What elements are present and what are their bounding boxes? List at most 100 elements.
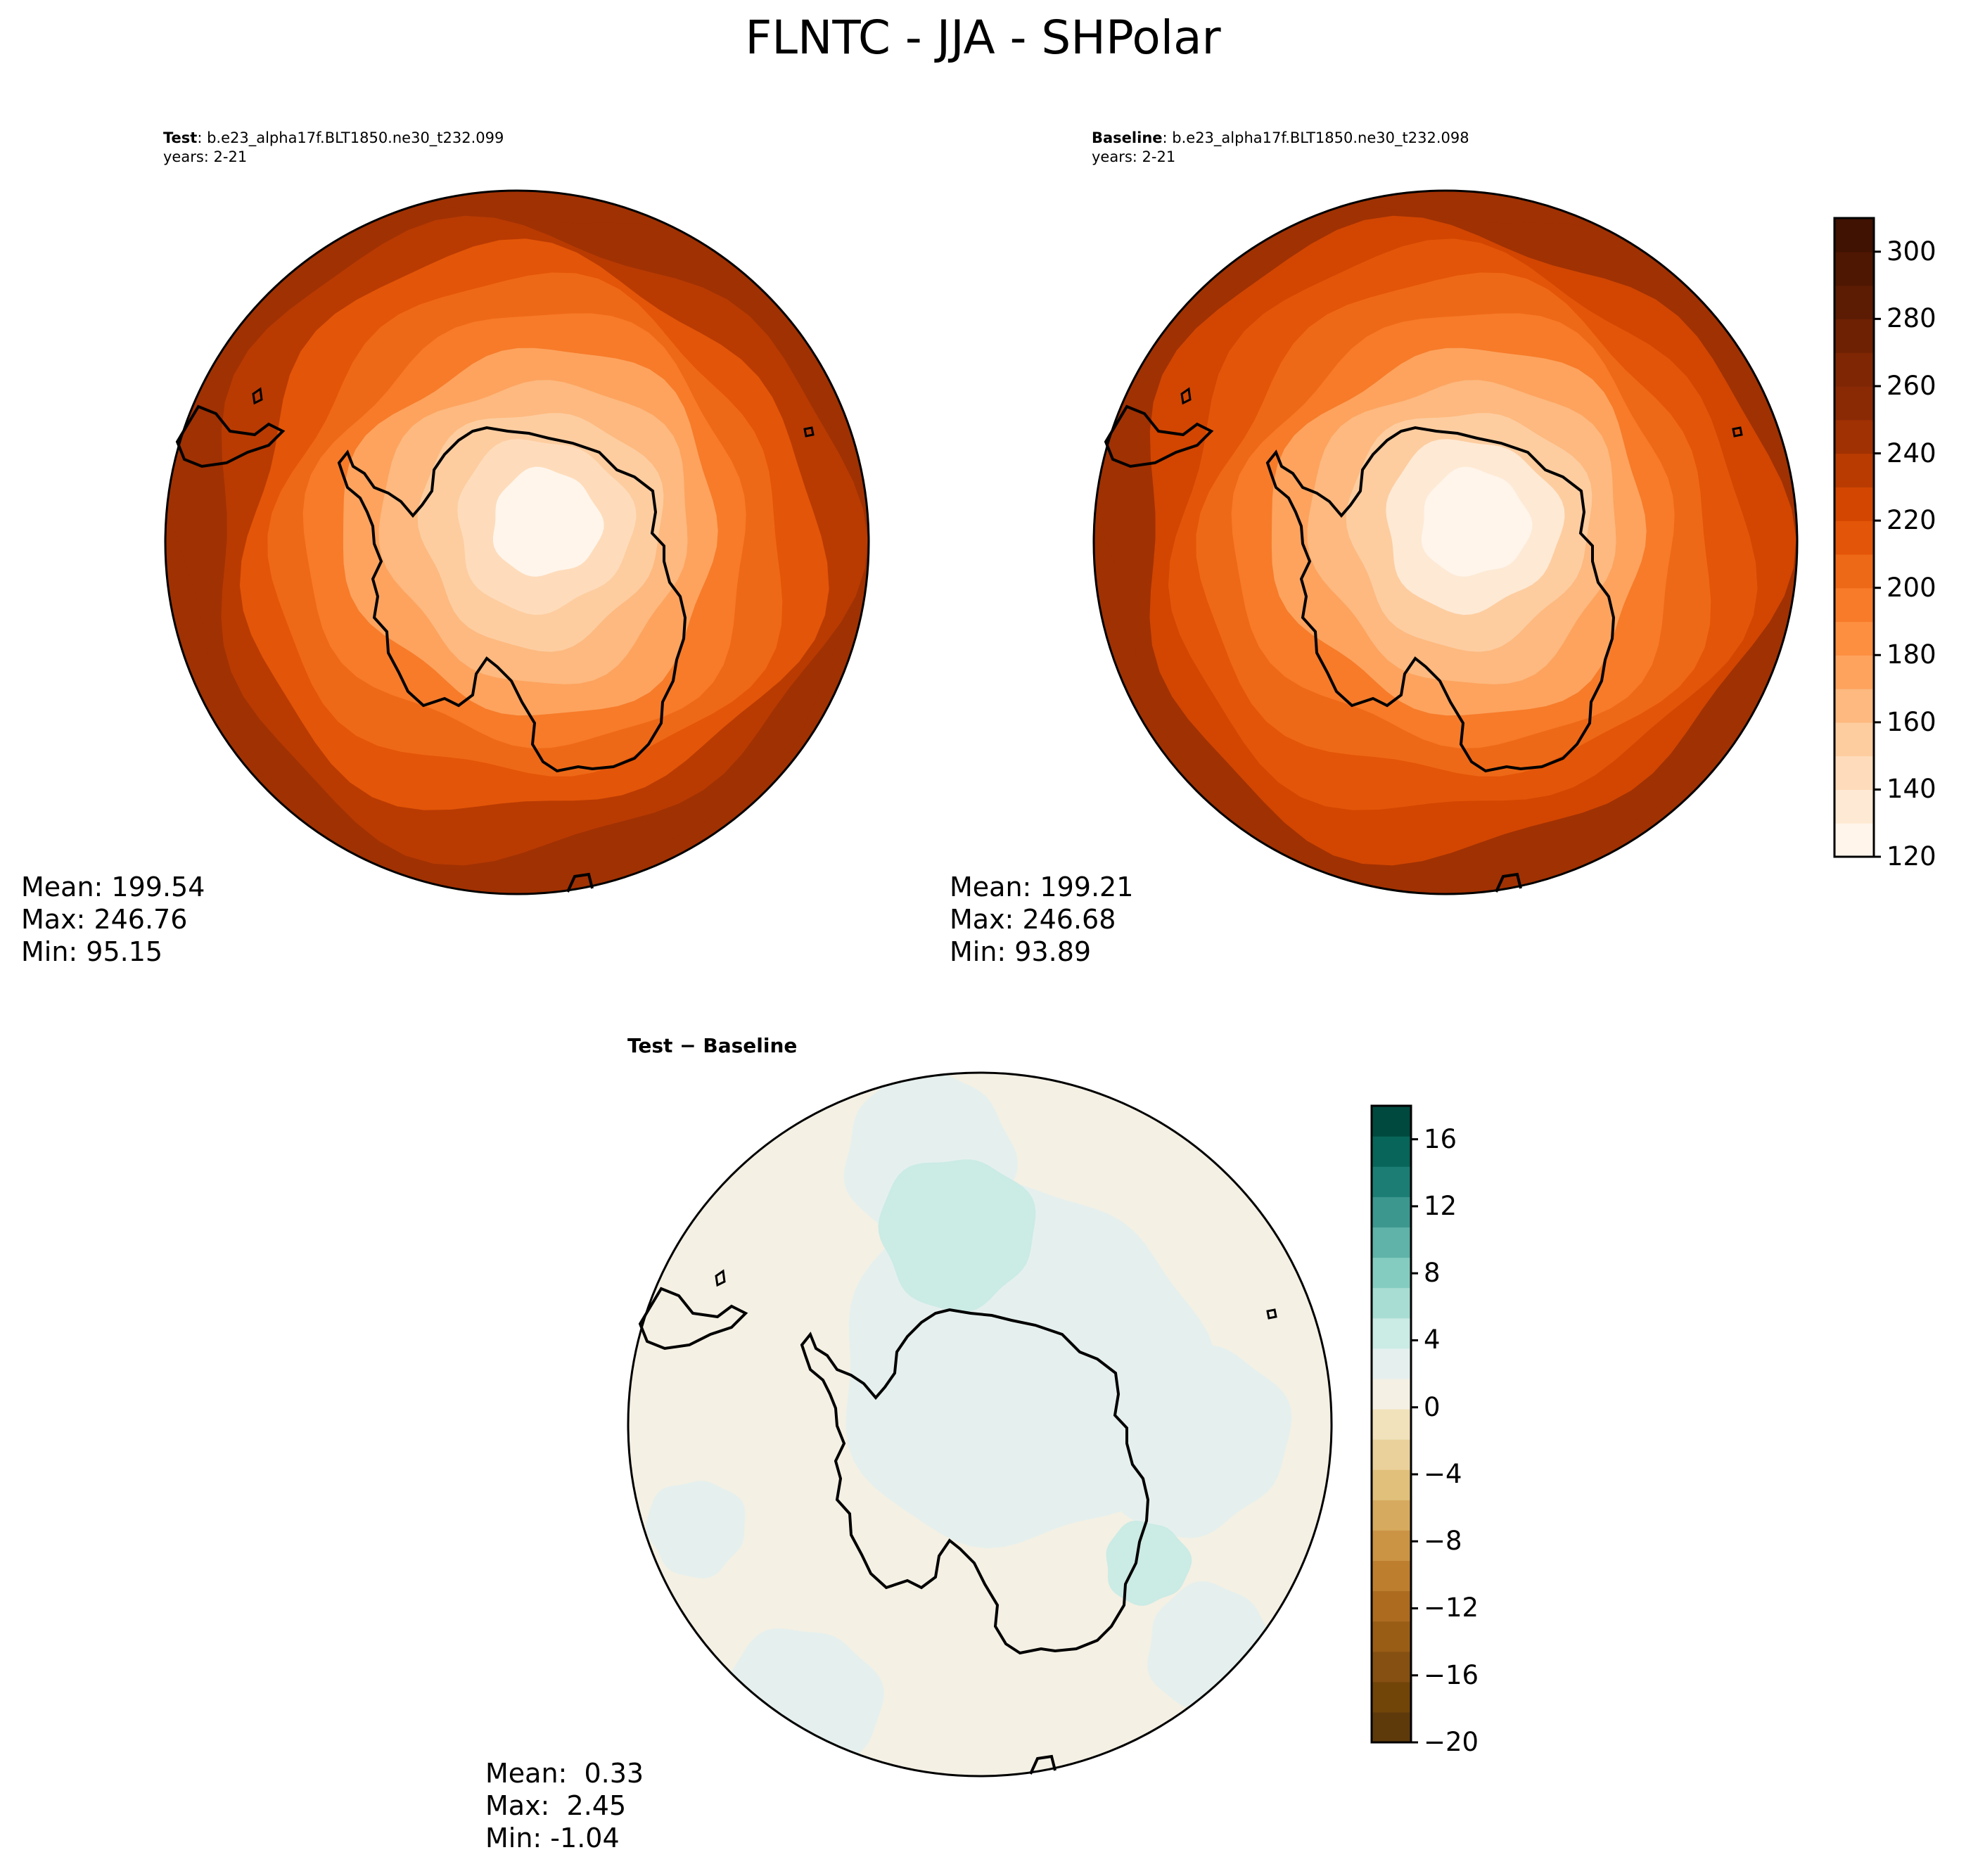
colorbar-orange-swatch <box>1834 789 1874 824</box>
colorbar-difference-swatch <box>1372 1227 1411 1258</box>
colorbar-orange-swatch <box>1834 487 1874 521</box>
colorbar-orange-swatch <box>1834 655 1874 689</box>
test-min: Min: 95.15 <box>21 936 163 967</box>
difference-map <box>627 1071 1333 1778</box>
difference-south-america <box>638 1287 748 1351</box>
colorbar-orange-swatch <box>1834 689 1874 723</box>
difference-title: Test − Baseline <box>627 1034 798 1057</box>
figure-title: FLNTC - JJA - SHPolar <box>745 11 1221 65</box>
baseline-antarctica-coastline <box>1265 426 1616 773</box>
test-south-america <box>175 404 286 468</box>
baseline-map-boundary <box>1092 189 1799 895</box>
baseline-island <box>1180 387 1192 405</box>
difference-landmass-south <box>1029 1754 1057 1775</box>
colorbar-orange-swatch <box>1834 722 1874 757</box>
test-years: years: 2-21 <box>163 148 248 165</box>
baseline-label: Baseline <box>1092 129 1163 146</box>
difference-island <box>715 1269 726 1287</box>
colorbar-orange-swatch <box>1834 419 1874 454</box>
baseline-subtitle: Baseline: b.e23_alpha17f.BLT1850.ne30_t2… <box>1092 129 1469 167</box>
colorbar-orange-tick-label: 200 <box>1887 572 1936 603</box>
test-case: : b.e23_alpha17f.BLT1850.ne30_t232.099 <box>197 129 504 146</box>
colorbar-difference-tick-label: 8 <box>1424 1258 1441 1289</box>
difference-stats: Mean: 0.33 Max: 2.45 Min: -1.04 <box>485 1757 644 1854</box>
test-landmass-south <box>566 872 594 893</box>
colorbar-difference-swatch <box>1372 1378 1411 1410</box>
test-island-east <box>803 426 815 438</box>
colorbar-difference-swatch <box>1372 1621 1411 1652</box>
colorbar-difference-tick-label: 4 <box>1424 1325 1441 1355</box>
colorbar-difference-tick-label: −16 <box>1424 1659 1479 1690</box>
difference-map-boundary <box>627 1071 1333 1778</box>
colorbar-orange-swatch <box>1834 319 1874 353</box>
baseline-min: Min: 93.89 <box>950 936 1092 967</box>
colorbar-difference-swatch <box>1372 1106 1411 1137</box>
colorbar-difference-tick-label: −8 <box>1424 1526 1462 1557</box>
baseline-landmass-south <box>1495 872 1522 893</box>
difference-contour-band <box>878 1159 1036 1313</box>
difference-max: Max: 2.45 <box>485 1790 627 1821</box>
colorbar-difference-swatch <box>1372 1711 1411 1743</box>
difference-island-east <box>1266 1308 1277 1320</box>
colorbar-difference-swatch <box>1372 1681 1411 1713</box>
colorbar-orange-tick-label: 140 <box>1887 774 1936 805</box>
colorbar-difference-swatch <box>1372 1257 1411 1289</box>
colorbar-orange-tick-label: 120 <box>1887 841 1936 872</box>
colorbar-orange-swatch <box>1834 285 1874 319</box>
test-mean: Mean: 199.54 <box>21 872 205 902</box>
colorbar-orange-frame <box>1833 217 1875 858</box>
colorbar-orange-tick-label: 160 <box>1887 706 1936 737</box>
test-label: Test <box>163 129 198 146</box>
difference-min: Min: -1.04 <box>485 1823 620 1853</box>
colorbar-difference-swatch <box>1372 1530 1411 1561</box>
colorbar-difference <box>1370 1104 1418 1744</box>
colorbar-difference-tick-label: −12 <box>1424 1593 1479 1623</box>
baseline-contour-band <box>1455 499 1500 541</box>
baseline-island-east <box>1732 426 1743 438</box>
colorbar-difference-swatch <box>1372 1439 1411 1470</box>
colorbar-orange-swatch <box>1834 521 1874 555</box>
colorbar-orange-swatch <box>1834 251 1874 286</box>
test-antarctica-coastline <box>337 426 687 773</box>
colorbar-difference-tick-label: −20 <box>1424 1727 1479 1757</box>
colorbar-difference-tick-label: 12 <box>1424 1190 1457 1221</box>
test-map-boundary <box>164 189 870 895</box>
colorbar-difference-frame <box>1370 1104 1412 1744</box>
baseline-case: : b.e23_alpha17f.BLT1850.ne30_t232.098 <box>1162 129 1469 146</box>
test-island <box>252 387 263 405</box>
baseline-mean: Mean: 199.21 <box>950 872 1134 902</box>
test-max: Max: 246.76 <box>21 904 188 935</box>
colorbar-orange-swatch <box>1834 554 1874 589</box>
colorbar-difference-swatch <box>1372 1469 1411 1500</box>
colorbar-difference-swatch <box>1372 1560 1411 1592</box>
colorbar-difference-swatch <box>1372 1287 1411 1319</box>
colorbar-orange-swatch <box>1834 755 1874 790</box>
colorbar-orange-swatch <box>1834 385 1874 421</box>
colorbar-difference-swatch <box>1372 1409 1411 1440</box>
baseline-map <box>1092 189 1799 895</box>
colorbar-orange-tick-label: 240 <box>1887 438 1936 468</box>
difference-contour-band <box>1106 1520 1192 1606</box>
colorbar-orange-swatch <box>1834 621 1874 656</box>
colorbar-orange <box>1833 217 1881 858</box>
colorbar-orange-tick-label: 220 <box>1887 505 1936 536</box>
colorbar-difference-swatch <box>1372 1317 1411 1349</box>
difference-contour-band <box>1090 1344 1292 1538</box>
colorbar-difference-swatch <box>1372 1500 1411 1531</box>
baseline-years: years: 2-21 <box>1092 148 1176 165</box>
difference-contour-band <box>646 1481 746 1578</box>
colorbar-difference-swatch <box>1372 1590 1411 1622</box>
baseline-south-america <box>1104 404 1214 468</box>
colorbar-difference-swatch <box>1372 1348 1411 1379</box>
test-subtitle: Test: b.e23_alpha17f.BLT1850.ne30_t232.0… <box>163 129 504 167</box>
colorbar-difference-swatch <box>1372 1197 1411 1227</box>
colorbar-orange-swatch <box>1834 453 1874 487</box>
colorbar-difference-swatch <box>1372 1651 1411 1683</box>
colorbar-orange-tick-label: 300 <box>1887 236 1936 267</box>
colorbar-difference-tick-label: −4 <box>1424 1458 1462 1489</box>
colorbar-orange-tick-label: 260 <box>1887 370 1936 401</box>
colorbar-difference-swatch <box>1372 1136 1411 1167</box>
colorbar-orange-tick-label: 280 <box>1887 303 1936 334</box>
colorbar-difference-swatch <box>1372 1166 1411 1197</box>
